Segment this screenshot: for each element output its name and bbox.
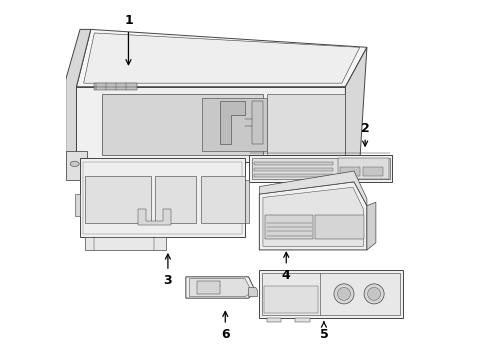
Polygon shape <box>66 151 87 180</box>
Polygon shape <box>267 94 345 155</box>
Bar <box>254 162 333 165</box>
Polygon shape <box>138 209 171 225</box>
Text: 2: 2 <box>361 122 369 146</box>
Bar <box>264 286 318 313</box>
Bar <box>267 318 281 322</box>
Polygon shape <box>80 158 245 237</box>
Polygon shape <box>190 279 252 297</box>
Text: 1: 1 <box>124 14 133 65</box>
Polygon shape <box>196 282 220 294</box>
Bar <box>252 101 263 144</box>
Polygon shape <box>245 180 248 223</box>
Polygon shape <box>263 187 364 246</box>
Bar <box>254 174 333 177</box>
Bar <box>315 215 364 239</box>
Polygon shape <box>367 202 376 250</box>
Bar <box>85 176 151 223</box>
Bar <box>262 273 400 315</box>
Ellipse shape <box>70 161 79 167</box>
Polygon shape <box>259 171 367 206</box>
Circle shape <box>334 284 354 304</box>
Polygon shape <box>74 194 80 216</box>
Bar <box>248 155 392 182</box>
Polygon shape <box>259 182 367 250</box>
Text: 5: 5 <box>319 322 328 341</box>
Polygon shape <box>186 277 256 298</box>
Bar <box>341 167 361 176</box>
Bar <box>338 158 389 179</box>
Polygon shape <box>220 101 245 144</box>
Circle shape <box>338 287 350 300</box>
Polygon shape <box>101 94 263 155</box>
Bar <box>252 158 390 179</box>
Bar <box>295 318 310 322</box>
Bar <box>254 168 333 171</box>
Bar <box>201 176 245 223</box>
Circle shape <box>364 284 384 304</box>
Bar <box>155 176 196 223</box>
Polygon shape <box>66 30 91 162</box>
Polygon shape <box>345 47 367 162</box>
Bar <box>364 167 383 176</box>
Text: 3: 3 <box>164 254 172 287</box>
Polygon shape <box>248 288 258 297</box>
Polygon shape <box>76 87 345 162</box>
Text: 6: 6 <box>221 311 230 341</box>
Polygon shape <box>95 83 137 90</box>
Text: 4: 4 <box>282 252 291 282</box>
Bar <box>259 270 403 318</box>
Polygon shape <box>76 30 367 87</box>
Polygon shape <box>84 33 360 83</box>
Polygon shape <box>85 237 166 250</box>
Polygon shape <box>202 98 267 151</box>
Polygon shape <box>83 162 242 234</box>
Circle shape <box>368 287 381 300</box>
Bar <box>265 215 313 239</box>
